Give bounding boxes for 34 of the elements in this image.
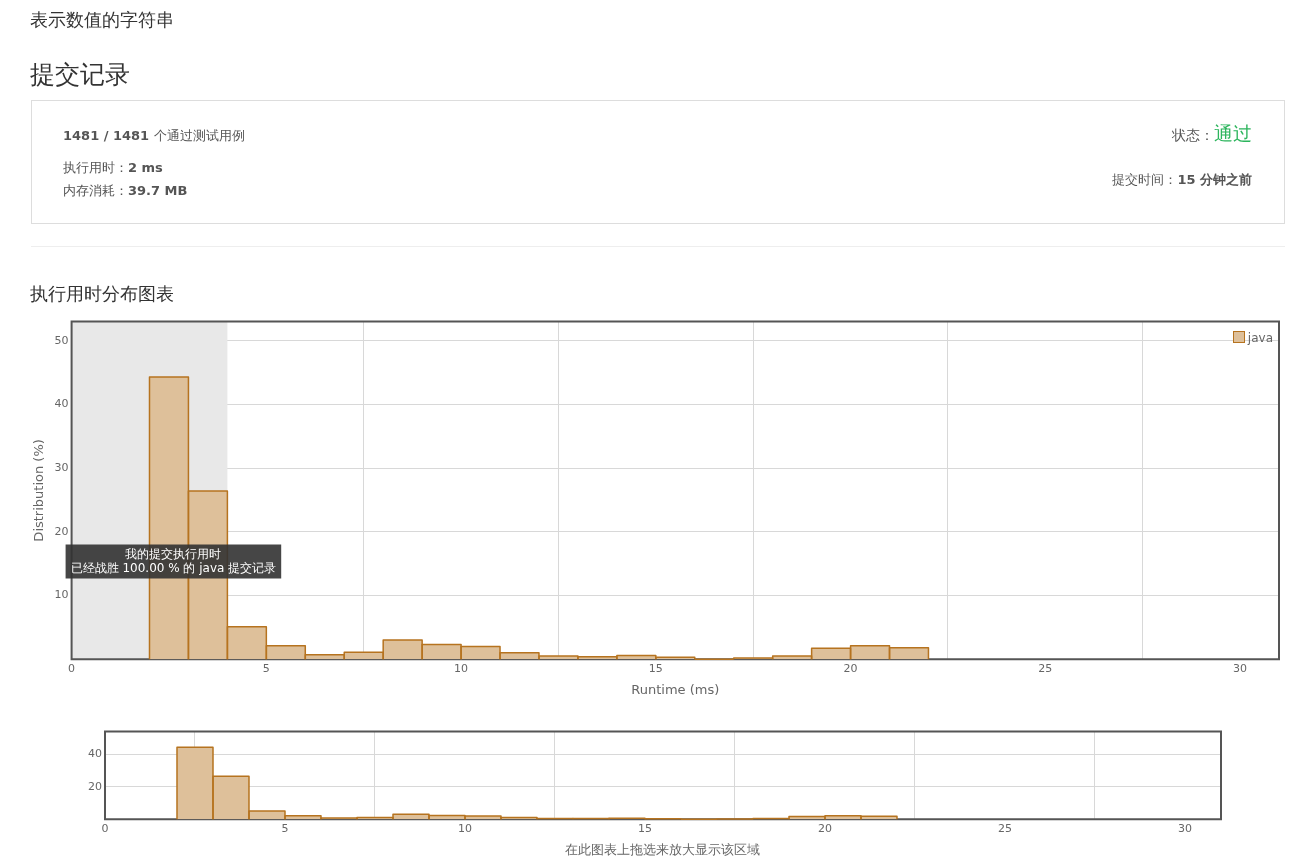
annotation: 我的提交执行用时	[125, 546, 222, 561]
x-tick-label: 15	[638, 821, 652, 835]
y-tick-label: 30	[54, 460, 69, 474]
x-tick-label: 20	[843, 661, 858, 675]
x-tick-label: 30	[1233, 661, 1248, 675]
x-tick-label: 15	[648, 661, 663, 675]
x-tick-label: 10	[458, 821, 472, 835]
text: 1481 / 1481 个通过测试用例	[63, 127, 245, 145]
x-tick-label: 0	[68, 661, 76, 675]
text: 提交时间：15 分钟之前	[1112, 172, 1252, 187]
x-tick-label: 25	[998, 821, 1012, 835]
text: 内存消耗：39.7 MB	[63, 183, 188, 198]
x-tick-label: 0	[101, 821, 109, 835]
y-tick-label: 10	[54, 588, 69, 602]
text: 表示数值的字符串	[30, 8, 174, 32]
x-tick-label: 20	[818, 821, 832, 835]
text: 状态：通过	[1172, 122, 1252, 144]
y-tick-label: 40	[88, 747, 102, 761]
x-tick-label: 5	[281, 821, 289, 835]
x-axis-title: 在此图表上拖选来放大显示该区域	[565, 841, 761, 857]
text: 提交记录	[30, 59, 130, 91]
legend-label: java	[1246, 329, 1273, 346]
x-tick-label: 10	[454, 661, 469, 675]
annotation: 已经战胜 100.00 % 的 java 提交记录	[70, 560, 277, 575]
x-tick-label: 25	[1038, 661, 1053, 675]
y-tick-label: 40	[54, 397, 69, 411]
y-tick-label: 20	[54, 524, 69, 538]
y-axis-title: Distribution (%)	[31, 439, 47, 542]
x-tick-label: 5	[262, 661, 270, 675]
chart-title: 执行用时分布图表	[30, 282, 174, 306]
x-tick-label: 30	[1178, 821, 1192, 835]
y-tick-label: 50	[54, 333, 69, 347]
text: 执行用时：2 ms	[63, 160, 163, 175]
x-axis-title: Runtime (ms)	[631, 681, 720, 697]
